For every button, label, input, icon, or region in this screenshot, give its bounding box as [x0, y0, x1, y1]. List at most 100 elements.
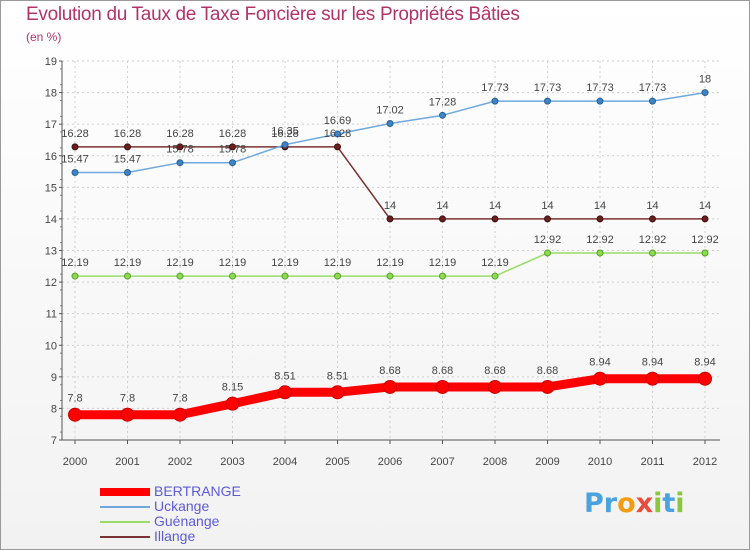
data-point — [491, 97, 499, 105]
data-point — [491, 215, 499, 223]
chart-subtitle: (en %) — [26, 30, 62, 44]
data-label: 8.15 — [222, 382, 243, 394]
data-point — [330, 385, 345, 400]
data-label: 15.47 — [61, 153, 89, 165]
data-point — [229, 143, 236, 151]
data-point — [71, 143, 79, 151]
data-point — [593, 371, 607, 386]
data-label: 7.8 — [120, 393, 135, 405]
data-label: 8.94 — [694, 357, 715, 369]
y-tick-label: 10 — [45, 340, 57, 352]
data-label: 12.19 — [376, 257, 404, 269]
legend-swatch-guenange — [100, 521, 150, 523]
y-tick-label: 16 — [45, 151, 57, 163]
data-label: 14 — [699, 200, 711, 212]
x-tick-label: 2001 — [115, 456, 139, 468]
y-tick-label: 9 — [51, 372, 57, 384]
logo-letter: x — [635, 488, 654, 519]
data-point — [386, 272, 394, 280]
y-tick-label: 11 — [46, 309, 57, 321]
y-tick-label: 7 — [51, 435, 57, 447]
data-point — [596, 249, 604, 257]
x-tick-label: 2010 — [588, 456, 612, 468]
data-label: 8.94 — [642, 357, 663, 369]
legend-swatch-bertrange — [100, 488, 150, 496]
data-label: 8.68 — [484, 365, 505, 377]
data-point — [701, 215, 709, 223]
data-label: 14 — [489, 200, 501, 212]
x-tick-label: 2003 — [220, 456, 244, 468]
logo-letter: i — [653, 488, 663, 519]
x-tick-label: 2006 — [378, 456, 402, 468]
data-label: 14 — [541, 200, 553, 212]
data-point — [383, 379, 397, 394]
y-tick-label: 14 — [45, 214, 57, 226]
data-label: 17.73 — [639, 82, 667, 94]
data-point — [281, 141, 289, 149]
data-label: 8.68 — [379, 365, 400, 377]
data-label: 16.28 — [219, 128, 247, 140]
x-tick-label: 2005 — [325, 456, 349, 468]
data-point — [439, 111, 446, 119]
data-label: 16.28 — [324, 128, 352, 140]
data-point — [649, 249, 656, 257]
data-label: 16.28 — [271, 128, 299, 140]
data-point — [701, 249, 709, 257]
data-point — [334, 272, 341, 280]
x-tick-label: 2009 — [535, 456, 559, 468]
data-label: 14 — [384, 200, 396, 212]
data-label: 12.19 — [429, 257, 457, 269]
data-point — [225, 396, 240, 411]
data-point — [544, 97, 551, 105]
y-tick-label: 15 — [45, 182, 57, 194]
data-label: 12.92 — [586, 234, 614, 246]
data-point — [176, 272, 184, 280]
legend-swatch-uckange — [100, 506, 150, 508]
logo-letter: P — [584, 488, 604, 519]
data-point — [488, 379, 502, 394]
x-tick-label: 2007 — [430, 456, 454, 468]
data-point — [439, 215, 446, 223]
logo-letter: r — [603, 488, 618, 519]
y-tick-label: 12 — [45, 277, 57, 289]
data-label: 8.94 — [589, 357, 610, 369]
data-point — [176, 143, 184, 151]
data-point — [491, 272, 499, 280]
data-point — [701, 89, 709, 97]
data-point — [435, 379, 450, 394]
data-point — [278, 385, 292, 400]
data-label: 12.92 — [639, 234, 667, 246]
data-label: 8.68 — [432, 365, 453, 377]
legend-label-bertrange: BERTRANGE — [154, 483, 241, 499]
y-tick-label: 19 — [45, 56, 57, 68]
data-point — [229, 159, 236, 167]
data-point — [645, 371, 660, 386]
data-label: 7.8 — [67, 393, 82, 405]
data-label: 12.19 — [166, 257, 194, 269]
data-label: 12.19 — [61, 257, 89, 269]
data-point — [386, 120, 394, 128]
data-point — [544, 215, 551, 223]
data-point — [649, 215, 656, 223]
data-label: 16.35 — [271, 126, 299, 138]
data-point — [71, 272, 79, 280]
data-point — [334, 143, 341, 151]
data-label: 17.73 — [481, 82, 509, 94]
y-tick-label: 8 — [51, 403, 57, 415]
data-point — [649, 97, 656, 105]
proxiti-logo: Proxiti — [584, 488, 685, 519]
logo-letter: t — [662, 488, 676, 519]
data-label: 15.78 — [219, 144, 247, 156]
data-label: 17.28 — [429, 96, 457, 108]
x-tick-label: 2012 — [693, 456, 717, 468]
logo-letter: i — [675, 488, 685, 519]
data-point — [544, 249, 551, 257]
x-tick-label: 2008 — [483, 456, 507, 468]
data-point — [124, 143, 131, 151]
data-point — [281, 272, 289, 280]
data-label: 16.69 — [324, 115, 352, 127]
data-label: 15.47 — [114, 153, 142, 165]
data-label: 12.19 — [324, 257, 352, 269]
y-tick-label: 13 — [45, 246, 57, 258]
